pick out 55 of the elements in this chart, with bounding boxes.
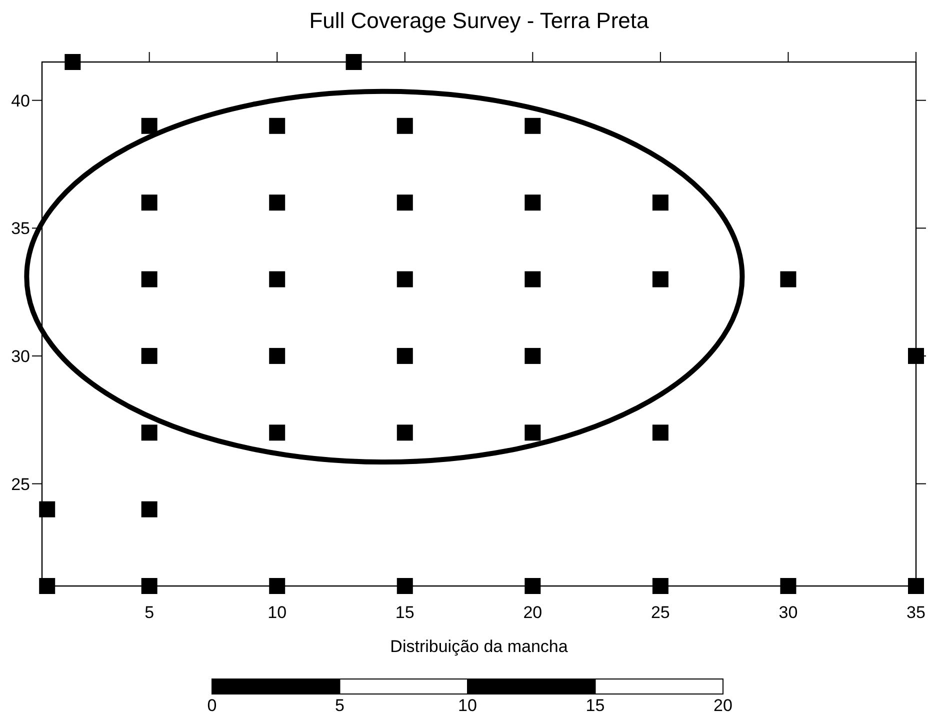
y-tick-label: 40 [11, 91, 30, 110]
point [396, 194, 413, 211]
point [524, 578, 541, 594]
point [524, 194, 541, 211]
x-tick-label: 35 [906, 603, 926, 622]
point [269, 348, 286, 364]
x-tick-label: 15 [586, 696, 605, 715]
point [39, 578, 56, 594]
point [652, 271, 668, 288]
x-tick-label: 20 [523, 603, 542, 622]
point [141, 578, 158, 594]
x-tick-label: 5 [144, 603, 154, 622]
point [524, 271, 541, 288]
point [396, 578, 413, 594]
x-tick-label: 25 [650, 603, 670, 622]
point [396, 348, 413, 364]
point [64, 54, 81, 70]
point [141, 194, 158, 211]
point [269, 118, 286, 134]
x-tick-label: 15 [395, 603, 414, 622]
point [524, 424, 541, 441]
point [652, 578, 668, 594]
x-axis-title: Distribuição da mancha [390, 637, 568, 656]
point [780, 271, 796, 288]
x-tick-label: 10 [458, 696, 477, 715]
x-tick-label: 0 [207, 696, 217, 715]
point [269, 578, 286, 594]
x-tick-label: 30 [778, 603, 798, 622]
point [141, 424, 158, 441]
x-tick-label: 5 [335, 696, 344, 715]
point [396, 118, 413, 134]
point [908, 578, 924, 594]
point [269, 194, 286, 211]
point [396, 271, 413, 288]
y-tick-label: 30 [11, 346, 30, 366]
point [39, 501, 56, 518]
point [141, 348, 158, 364]
x-tick-label: 20 [714, 696, 732, 715]
point [652, 194, 668, 211]
point [652, 424, 668, 441]
point [269, 424, 286, 441]
point [908, 348, 924, 364]
y-tick-label: 35 [11, 219, 30, 238]
point [346, 54, 362, 70]
point [396, 424, 413, 441]
point [524, 348, 541, 364]
point [141, 118, 158, 134]
point [524, 118, 541, 134]
chart-title: Full Coverage Survey - Terra Preta [309, 8, 650, 33]
x-tick-label: 10 [268, 603, 287, 622]
y-tick-label: 25 [11, 474, 30, 494]
point [269, 271, 286, 288]
point [780, 578, 796, 594]
point [141, 271, 158, 288]
point [141, 501, 158, 518]
